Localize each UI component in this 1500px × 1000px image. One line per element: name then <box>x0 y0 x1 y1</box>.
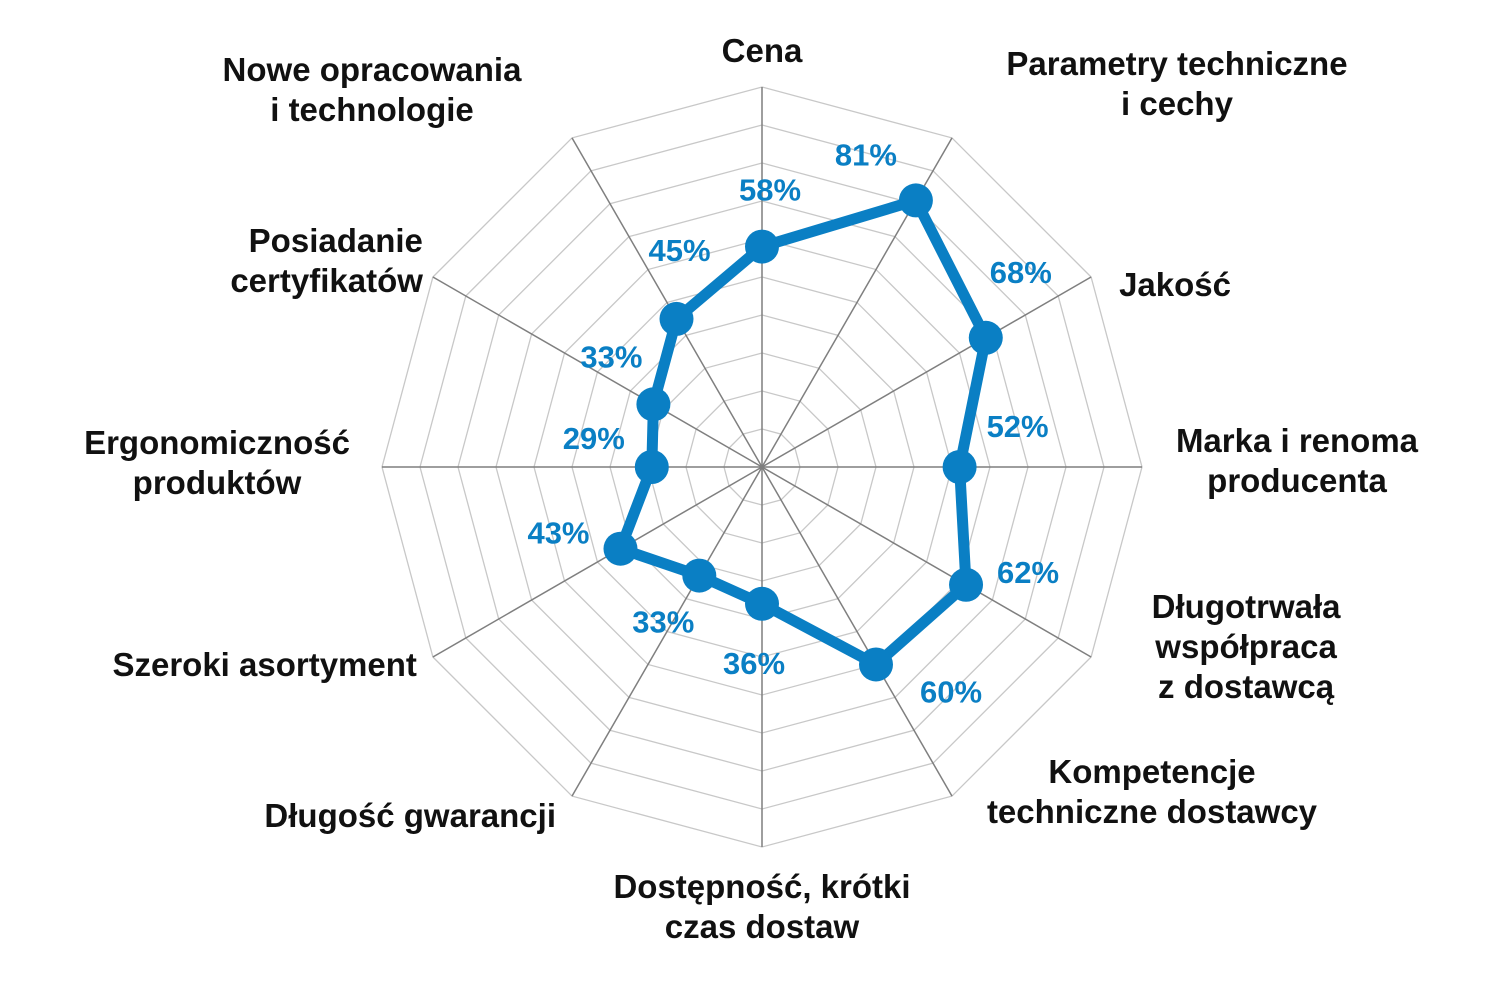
data-point <box>859 647 893 682</box>
category-label-line: Parametry techniczne <box>1006 45 1347 82</box>
category-label-line: czas dostaw <box>665 908 860 945</box>
data-point <box>659 301 694 336</box>
value-label: 60% <box>920 674 982 709</box>
category-label: Długotrwała współpraca z dostawcą <box>1152 588 1341 705</box>
category-label-line: i technologie <box>270 91 474 128</box>
category-label-line: Nowe opracowania <box>223 51 523 88</box>
value-label: 36% <box>723 646 785 681</box>
axis-spoke <box>432 276 763 468</box>
category-label-line: z dostawcą <box>1158 668 1335 705</box>
category-label-line: Dostępność, krótki <box>613 868 910 905</box>
category-label: Dostępność, krótki czas dostaw <box>613 868 910 945</box>
axis-spoke <box>571 137 763 468</box>
category-label: Szeroki asortyment <box>112 646 416 683</box>
value-label: 52% <box>987 409 1049 444</box>
data-point <box>968 320 1003 355</box>
category-label: Długość gwarancji <box>264 797 556 834</box>
category-label-line: Posiadanie <box>249 222 423 259</box>
data-point <box>634 450 669 484</box>
value-label: 81% <box>835 137 897 172</box>
data-point <box>942 450 977 484</box>
value-label: 68% <box>990 255 1052 290</box>
data-point <box>745 586 779 621</box>
category-label: Marka i renoma producenta <box>1176 422 1419 499</box>
value-label: 33% <box>632 605 694 640</box>
value-label: 43% <box>527 516 589 551</box>
axis-spoke <box>761 276 1092 468</box>
category-label: Kompetencje techniczne dostawcy <box>987 753 1318 830</box>
category-label-line: Cena <box>722 32 803 69</box>
category-label-line: Ergonomiczność <box>84 424 350 461</box>
category-label: Parametry techniczne i cechy <box>1006 45 1347 122</box>
value-labels: 58% 81% 68% 52% 62% 60% 36% 33% 43% 29% 33% 45% <box>527 137 1059 709</box>
data-point <box>745 229 779 264</box>
category-label: Nowe opracowania i technologie <box>223 51 523 128</box>
category-label-line: producenta <box>1207 462 1387 499</box>
category-label-line: Długotrwała <box>1152 588 1341 625</box>
category-label-line: i cechy <box>1121 85 1234 122</box>
category-label-line: produktów <box>133 464 302 501</box>
data-point <box>949 567 984 602</box>
category-label: Jakość <box>1119 266 1231 303</box>
category-label: Posiadanie certyfikatów <box>230 222 423 299</box>
value-label: 58% <box>739 173 801 208</box>
category-label-line: współpraca <box>1154 628 1337 665</box>
value-label: 62% <box>997 555 1059 590</box>
category-label-line: techniczne dostawcy <box>987 793 1318 830</box>
category-label-line: Szeroki asortyment <box>112 646 416 683</box>
category-label-line: Długość gwarancji <box>264 797 556 834</box>
value-label: 29% <box>563 421 625 456</box>
category-label: Ergonomiczność produktów <box>84 424 350 501</box>
data-point <box>603 531 638 566</box>
category-label-line: Marka i renoma <box>1176 422 1419 459</box>
value-label: 33% <box>580 339 642 374</box>
series-line <box>614 194 992 670</box>
category-label-line: certyfikatów <box>230 262 423 299</box>
data-point <box>898 183 933 218</box>
axis-spoke <box>432 466 763 658</box>
data-point <box>636 387 671 422</box>
axis-spoke <box>761 466 953 797</box>
axis-spoke <box>761 466 1092 658</box>
category-labels: Cena Parametry techniczne i cechy Jakość Mar… <box>84 32 1419 945</box>
value-label: 45% <box>648 233 710 268</box>
axis-spoke <box>571 466 763 797</box>
category-label-line: Kompetencje <box>1048 753 1255 790</box>
series <box>603 183 1003 682</box>
category-label-line: Jakość <box>1119 266 1231 303</box>
category-label: Cena <box>722 32 803 69</box>
data-point <box>682 558 717 593</box>
